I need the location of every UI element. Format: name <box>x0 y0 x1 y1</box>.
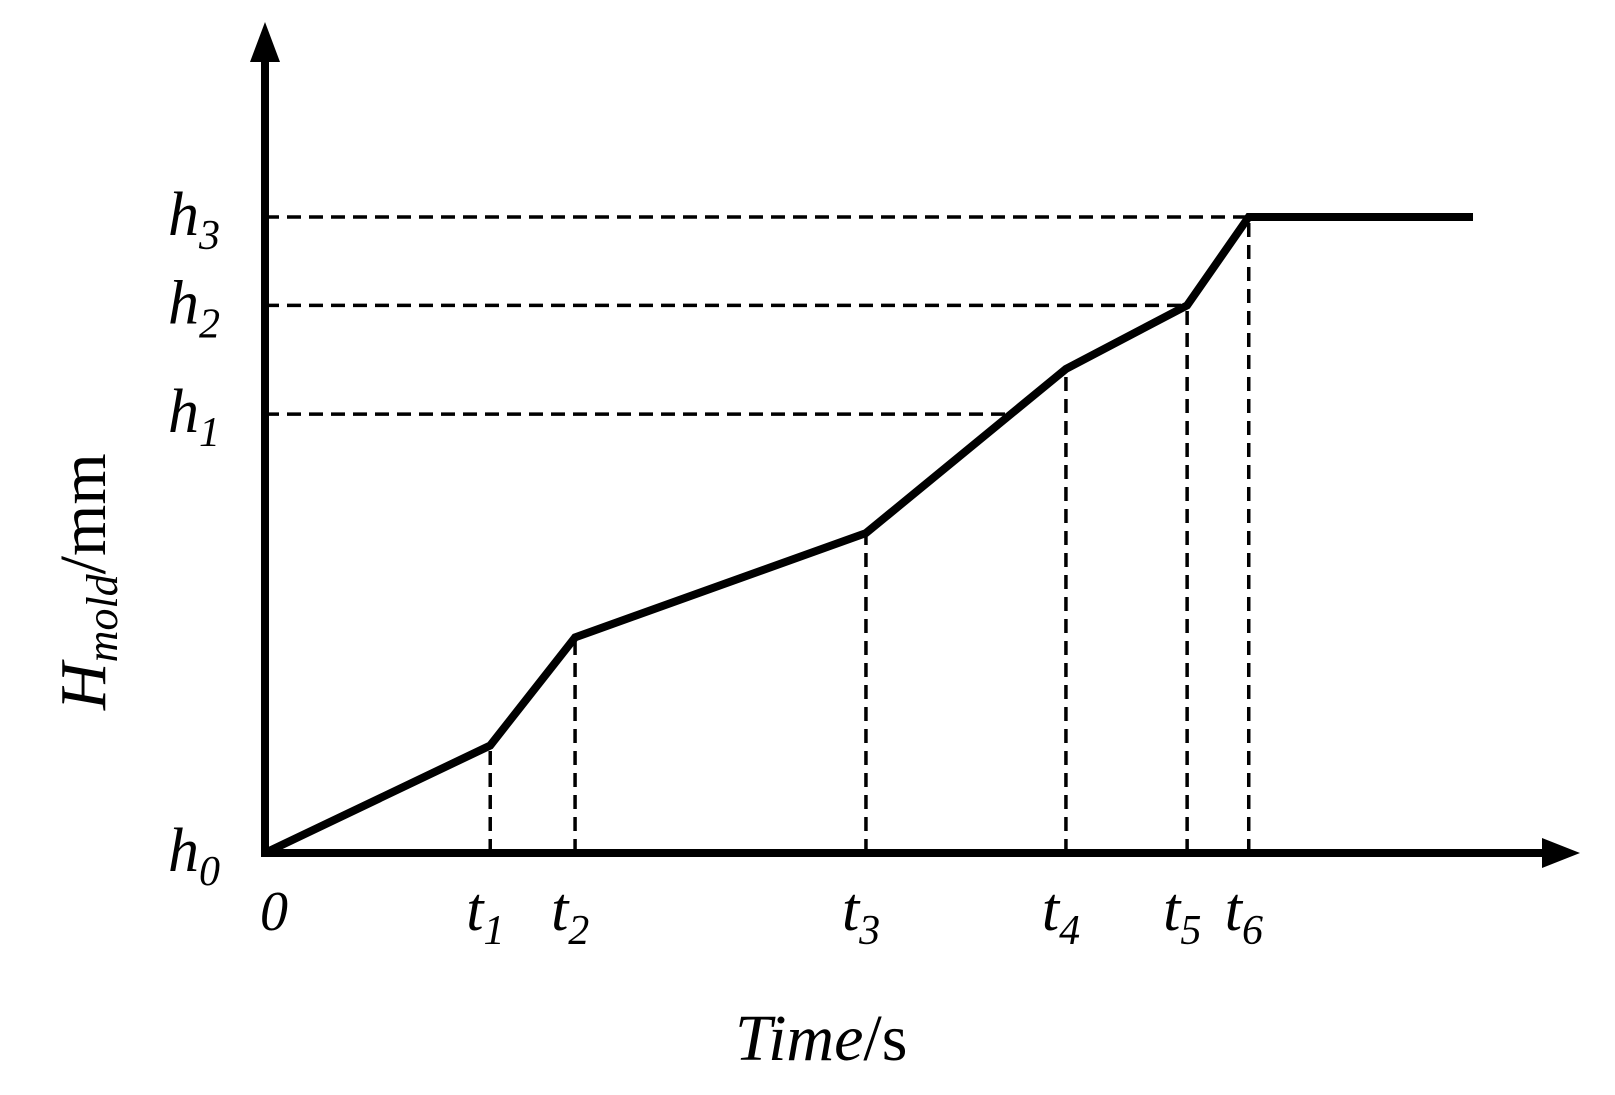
x-tick-labels: t1 t2 t3 t4 t5 t6 <box>466 876 1263 954</box>
x-tick-label-t4: t4 <box>1042 876 1080 954</box>
origin-label: 0 <box>260 881 288 943</box>
y-axis-arrow-icon <box>250 22 280 62</box>
y-tick-label-h3: h3 <box>168 181 220 259</box>
x-axis-arrow-icon <box>1542 838 1580 868</box>
data-line <box>263 213 1473 857</box>
x-tick-label-t3: t3 <box>842 876 880 954</box>
guide-lines <box>265 215 1251 853</box>
y-tick-label-h1: h1 <box>168 378 220 456</box>
x-axis-title: Time/s <box>735 1002 907 1075</box>
y-tick-label-h2: h2 <box>168 269 220 347</box>
x-tick-label-t6: t6 <box>1225 876 1263 954</box>
x-tick-label-t2: t2 <box>551 876 589 954</box>
x-tick-label-t5: t5 <box>1163 876 1201 954</box>
y-tick-labels: h0 h1 h2 h3 <box>168 181 220 895</box>
x-tick-label-t1: t1 <box>466 876 504 954</box>
y-axis-title: Hmold/mm <box>47 453 127 711</box>
y-tick-label-h0: h0 <box>168 817 220 895</box>
